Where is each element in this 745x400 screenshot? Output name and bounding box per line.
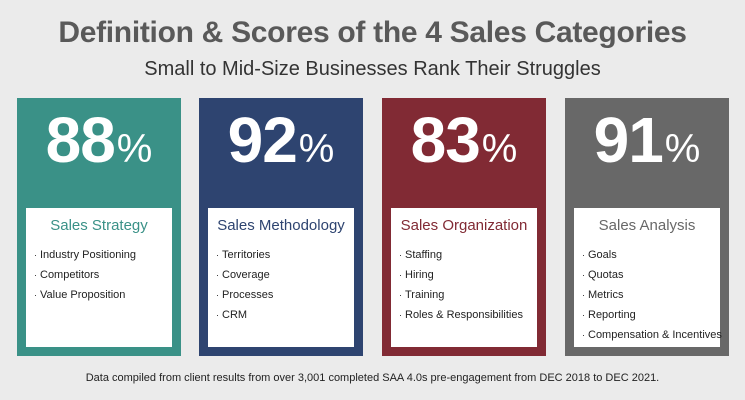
score-number: 91: [593, 104, 664, 176]
bullet-icon: ·: [582, 270, 585, 280]
item-label: Roles & Responsibilities: [405, 309, 523, 321]
score-number: 88: [45, 104, 116, 176]
list-item: · Training: [399, 285, 523, 305]
list-item: · Coverage: [216, 265, 273, 285]
list-item: · Industry Positioning: [34, 245, 136, 265]
item-label: Competitors: [40, 269, 100, 281]
score-value: 83%: [382, 108, 546, 172]
bullet-icon: ·: [34, 290, 37, 300]
score-number: 92: [227, 104, 298, 176]
bullet-icon: ·: [399, 290, 402, 300]
category-items: · Territories · Coverage · Processes · CRM: [216, 245, 273, 325]
item-label: CRM: [222, 309, 248, 321]
category-card-sales-analysis: 91% Sales Analysis · Goals · Quotas · Metri…: [565, 98, 729, 356]
list-item: · Competitors: [34, 265, 136, 285]
score-number: 83: [410, 104, 481, 176]
category-items: · Goals · Quotas · Metrics · Reporting · Comp…: [582, 245, 722, 345]
category-card-sales-organization: 83% Sales Organization · Staffing · Hiring…: [382, 98, 546, 356]
list-item: · Compensation & Incentives: [582, 325, 722, 345]
category-items: · Industry Positioning · Competitors · Valu…: [34, 245, 136, 305]
percent-sign: %: [664, 127, 701, 171]
category-name: Sales Organization: [400, 217, 528, 234]
page-subtitle: Small to Mid-Size Businesses Rank Their …: [144, 58, 601, 80]
item-label: Territories: [222, 249, 271, 261]
list-item: · Hiring: [399, 265, 523, 285]
category-definition-box: Sales Organization · Staffing · Hiring · Tr…: [391, 208, 537, 347]
category-card-sales-methodology: 92% Sales Methodology · Territories · Cove…: [199, 98, 363, 356]
list-item: · Processes: [216, 285, 273, 305]
item-label: Training: [405, 289, 445, 301]
score-value: 91%: [565, 108, 729, 172]
category-definition-box: Sales Methodology · Territories · Coverage…: [208, 208, 354, 347]
bullet-icon: ·: [216, 290, 219, 300]
category-definition-box: Sales Strategy · Industry Positioning · Co…: [26, 208, 172, 347]
item-label: Staffing: [405, 249, 443, 261]
list-item: · Value Proposition: [34, 285, 136, 305]
item-label: Goals: [588, 249, 617, 261]
list-item: · Quotas: [582, 265, 722, 285]
item-label: Coverage: [222, 269, 270, 281]
list-item: · Roles & Responsibilities: [399, 305, 523, 325]
bullet-icon: ·: [582, 310, 585, 320]
item-label: Metrics: [588, 289, 624, 301]
bullet-icon: ·: [582, 290, 585, 300]
category-items: · Staffing · Hiring · Training · Roles & Res…: [399, 245, 523, 325]
bullet-icon: ·: [216, 310, 219, 320]
score-value: 92%: [199, 108, 363, 172]
bullet-icon: ·: [399, 270, 402, 280]
category-name: Sales Analysis: [598, 217, 696, 234]
item-label: Processes: [222, 289, 274, 301]
category-definition-box: Sales Analysis · Goals · Quotas · Metrics ·…: [574, 208, 722, 347]
bullet-icon: ·: [34, 250, 37, 260]
list-item: · Staffing: [399, 245, 523, 265]
category-name: Sales Methodology: [217, 217, 345, 234]
score-value: 88%: [17, 108, 181, 172]
category-card-sales-strategy: 88% Sales Strategy · Industry Positioning…: [17, 98, 181, 356]
item-label: Quotas: [588, 269, 624, 281]
item-label: Compensation & Incentives: [588, 329, 722, 341]
percent-sign: %: [481, 127, 518, 171]
item-label: Reporting: [588, 309, 636, 321]
list-item: · Metrics: [582, 285, 722, 305]
bullet-icon: ·: [399, 250, 402, 260]
data-source-note: Data compiled from client results from o…: [85, 372, 660, 384]
bullet-icon: ·: [582, 250, 585, 260]
bullet-icon: ·: [34, 270, 37, 280]
category-name: Sales Strategy: [50, 217, 148, 234]
percent-sign: %: [298, 127, 335, 171]
bullet-icon: ·: [216, 270, 219, 280]
list-item: · CRM: [216, 305, 273, 325]
item-label: Value Proposition: [40, 289, 126, 301]
list-item: · Reporting: [582, 305, 722, 325]
page-title: Definition & Scores of the 4 Sales Categ…: [58, 16, 687, 49]
bullet-icon: ·: [399, 310, 402, 320]
list-item: · Territories: [216, 245, 273, 265]
item-label: Hiring: [405, 269, 434, 281]
list-item: · Goals: [582, 245, 722, 265]
item-label: Industry Positioning: [40, 249, 136, 261]
bullet-icon: ·: [216, 250, 219, 260]
bullet-icon: ·: [582, 330, 585, 340]
percent-sign: %: [116, 127, 153, 171]
